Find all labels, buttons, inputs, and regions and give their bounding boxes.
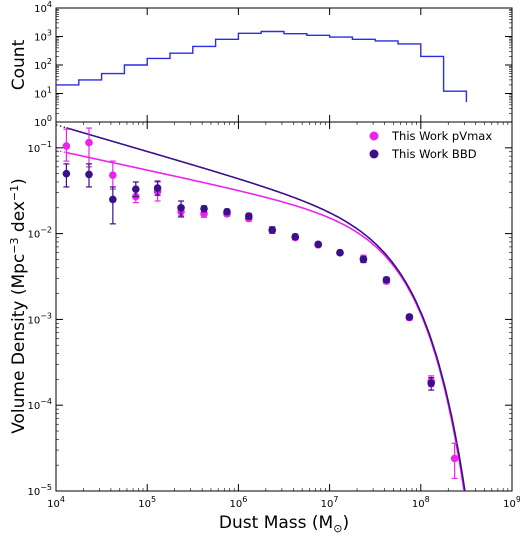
- data-point-bbd: [244, 212, 253, 220]
- mass-tick-label: 107: [321, 495, 339, 510]
- count-tick-label: 103: [34, 29, 52, 44]
- count-axis-label: Count: [9, 39, 29, 90]
- dust-mass-axis-label: Dust Mass (M⊙): [219, 513, 349, 535]
- mass-tick-label: 105: [138, 495, 156, 510]
- data-point-bbd: [427, 379, 435, 388]
- fit-extrapolation-1: [56, 124, 67, 129]
- fit-line-0: [66, 151, 465, 491]
- count-histogram-plot: [56, 30, 468, 103]
- data-point-bbd: [223, 207, 231, 216]
- data-point-pvmax: [450, 454, 459, 463]
- count-axis-ticks: 100 101 102 103 104: [34, 0, 513, 129]
- legend-marker-pvmax: [369, 131, 379, 141]
- density-plot-frame: [55, 121, 513, 492]
- density-tick-label: 10−4: [27, 397, 52, 412]
- density-axis-label: Volume Density (Mpc−3 dex−1): [8, 178, 29, 434]
- mass-tick-label: 106: [229, 495, 247, 510]
- count-tick-label: 102: [34, 57, 52, 72]
- count-tick-label: 104: [34, 0, 52, 15]
- data-point-bbd: [132, 185, 140, 193]
- legend-label-bbd: This Work BBD: [391, 147, 477, 161]
- legend: This Work pVmax This Work BBD: [369, 129, 492, 161]
- legend-label-pvmax: This Work pVmax: [391, 129, 492, 143]
- count-histogram-panel: 100 101 102 103 104 Count: [9, 0, 513, 129]
- fit-extrapolation-0: [56, 149, 67, 154]
- data-point-bbd: [200, 204, 208, 213]
- data-point-bbd: [153, 184, 162, 192]
- data-point-bbd: [359, 255, 368, 264]
- data-point-bbd: [336, 248, 344, 257]
- count-histogram-line: [56, 30, 468, 103]
- legend-marker-bbd: [369, 149, 379, 159]
- data-point-bbd: [109, 195, 117, 204]
- data-point-bbd: [85, 170, 93, 179]
- fit-line-1: [66, 127, 466, 491]
- data-point-pvmax: [85, 138, 93, 147]
- data-point-bbd: [405, 313, 414, 321]
- count-tick-label: 100: [34, 114, 52, 129]
- data-point-pvmax: [109, 171, 117, 179]
- density-series-group: [56, 124, 466, 491]
- data-point-bbd: [62, 169, 71, 178]
- volume-density-panel: 10−5 10−4 10−3 10−2 10−1 104 105 106 107 108 109 T…: [8, 121, 520, 535]
- density-tick-label: 10−5: [27, 483, 52, 498]
- data-point-bbd: [268, 226, 277, 234]
- density-plot: [56, 124, 466, 491]
- data-point-bbd: [291, 232, 300, 241]
- data-point-bbd: [382, 275, 391, 284]
- mass-tick-label: 104: [47, 495, 65, 510]
- density-axis-ticks: 10−5 10−4 10−3 10−2 10−1 104 105 106 107 108 109: [27, 121, 520, 510]
- density-tick-label: 10−3: [27, 311, 52, 326]
- density-tick-label: 10−1: [27, 140, 52, 155]
- data-point-bbd: [314, 240, 323, 249]
- mass-tick-label: 108: [412, 495, 430, 510]
- density-tick-label: 10−2: [27, 226, 52, 241]
- data-point-bbd: [177, 203, 185, 212]
- count-tick-label: 101: [34, 86, 52, 101]
- mass-tick-label: 109: [503, 495, 520, 510]
- data-point-pvmax: [62, 142, 71, 150]
